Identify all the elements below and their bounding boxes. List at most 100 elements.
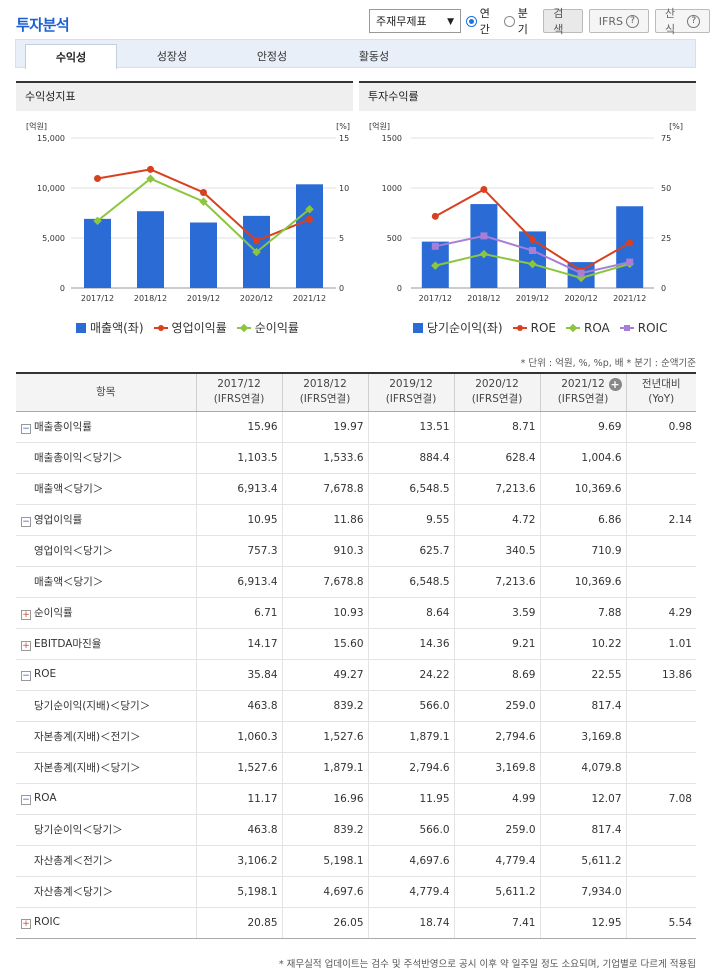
column-header: 전년대비 (YoY) [625,372,696,412]
table-cell: 625.7 [367,535,454,567]
table-cell: 1,004.6 [539,442,626,474]
table-cell: 259.0 [453,814,540,846]
formula-button[interactable]: 산식 ? [655,7,710,36]
row-label-cell[interactable]: + 순이익률 [16,597,196,629]
line-marker-icon [619,323,634,333]
table-cell: 1,060.3 [195,721,282,753]
row-label-cell: 당기순이익＜당기＞ [16,814,196,846]
radio-annual-label: 연간 [479,7,490,36]
table-cell: 10.93 [281,597,368,629]
left-tick: 10,000 [37,184,65,193]
table-cell: 710.9 [539,535,626,567]
header-label: 전년대비 [641,378,681,391]
row-label: 매출총이익＜당기＞ [34,452,123,464]
row-label-cell: 매출총이익＜당기＞ [16,442,196,474]
right-tick: 50 [661,184,671,193]
data-point [431,261,440,270]
radio-annual[interactable]: 연간 [466,5,499,37]
x-tick-label: 2020/12 [564,294,597,303]
header-sublabel: (YoY) [648,393,675,406]
table-cell: 20.85 [195,907,282,939]
line-marker-icon [565,323,580,333]
row-label: 매출액＜당기＞ [34,576,104,588]
table-cell: 3,106.2 [195,845,282,877]
expand-icon[interactable]: + [21,610,31,620]
row-label-cell[interactable]: − 매출총이익률 [16,411,196,443]
row-label-cell[interactable]: − ROE [16,659,196,691]
right-unit: [%] [336,122,350,131]
table-row: 자산총계＜당기＞ 5,198.1 4,697.6 4,779.4 5,611.2 7,93… [16,876,696,908]
table-cell: 11.95 [367,783,454,815]
column-header: 2019/12 (IFRS연결) [367,372,454,412]
legend-label: ROA [583,320,610,335]
chart-title: 투자수익률 [359,81,696,111]
tab-profitability[interactable]: 수익성 [25,44,117,69]
tab-stability[interactable]: 안정성 [256,50,288,63]
table-cell: 4,779.4 [367,876,454,908]
legend-label: ROIC [637,320,668,335]
collapse-icon[interactable]: − [21,424,31,434]
radio-quarter[interactable]: 분기 [504,5,537,37]
legend-item: ROIC [619,320,668,335]
table-cell: 24.22 [367,659,454,691]
collapse-icon[interactable]: − [21,671,31,681]
search-button[interactable]: 검색 [543,7,583,36]
table-cell: 910.3 [281,535,368,567]
legend-label: 순이익률 [254,321,299,335]
data-point [94,175,101,182]
table-row: 자본총계(지배)＜당기＞ 1,527.6 1,879.1 2,794.6 3,169.8… [16,752,696,784]
table-cell: 2,794.6 [453,721,540,753]
table-cell: 1,533.6 [281,442,368,474]
left-tick: 0 [60,284,65,293]
collapse-icon[interactable]: − [21,517,31,527]
toolbar: 주재무제표 ▼ 연간 분기 검색 IFRS ? 산식 ? [369,7,710,36]
x-tick-label: 2017/12 [419,294,452,303]
table-cell: 7,213.6 [453,473,540,505]
profitability-chart-panel: 수익성지표 [억원] [%] 15,000 10,000 5,000 0 15 … [16,81,353,338]
table-cell: 340.5 [453,535,540,567]
collapse-icon[interactable]: − [21,795,31,805]
table-cell: 7,678.8 [281,566,368,598]
data-point [529,247,536,255]
chart-title: 수익성지표 [16,81,353,111]
table-cell: 14.17 [195,628,282,660]
table-cell: 8.64 [367,597,454,629]
table-cell: 6,548.5 [367,566,454,598]
table-cell: 4.29 [625,597,696,629]
table-cell: 5.54 [625,907,696,939]
tab-growth[interactable]: 성장성 [156,50,188,63]
row-label-cell[interactable]: − 영업이익률 [16,504,196,536]
chart-marks: 2017/12 2018/12 2019/12 2020/12 2021/12 [419,185,646,303]
table-row: + ROIC 20.85 26.05 18.74 7.41 12.95 5.54 [16,907,696,939]
chevron-down-icon: ▼ [447,17,455,27]
table-cell [625,721,696,753]
line-marker-icon [512,323,527,333]
bar [470,204,498,288]
table-cell: 10.95 [195,504,282,536]
row-label-cell[interactable]: + EBITDA마진율 [16,628,196,660]
add-column-icon[interactable]: + [608,378,622,391]
statement-select[interactable]: 주재무제표 ▼ [369,9,462,33]
ifrs-button[interactable]: IFRS ? [588,9,649,33]
right-tick: 15 [339,134,349,143]
table-cell: 14.36 [367,628,454,660]
bar [84,218,111,288]
row-label: 매출총이익률 [34,421,92,433]
column-header: 2020/12 (IFRS연결) [453,372,540,412]
row-label-cell[interactable]: + ROIC [16,907,196,939]
x-tick-label: 2021/12 [613,294,646,303]
row-label-cell[interactable]: − ROA [16,783,196,815]
legend-item: 순이익률 [236,319,299,336]
expand-icon[interactable]: + [21,641,31,651]
data-point [528,259,537,269]
table-row: 당기순이익(지배)＜당기＞ 463.8 839.2 566.0 259.0 817.4 [16,690,696,722]
table-cell [625,752,696,784]
row-label-cell: 자본총계(지배)＜전기＞ [16,721,196,753]
table-cell: 839.2 [281,690,368,722]
unit-note: * 단위 : 억원, %, %p, 배 * 분기 : 순액기준 [520,358,696,369]
expand-icon[interactable]: + [21,919,31,929]
data-point [199,197,208,206]
tab-activity[interactable]: 활동성 [358,50,390,63]
radio-selected-icon [466,15,477,27]
left-tick: 1500 [382,134,402,143]
